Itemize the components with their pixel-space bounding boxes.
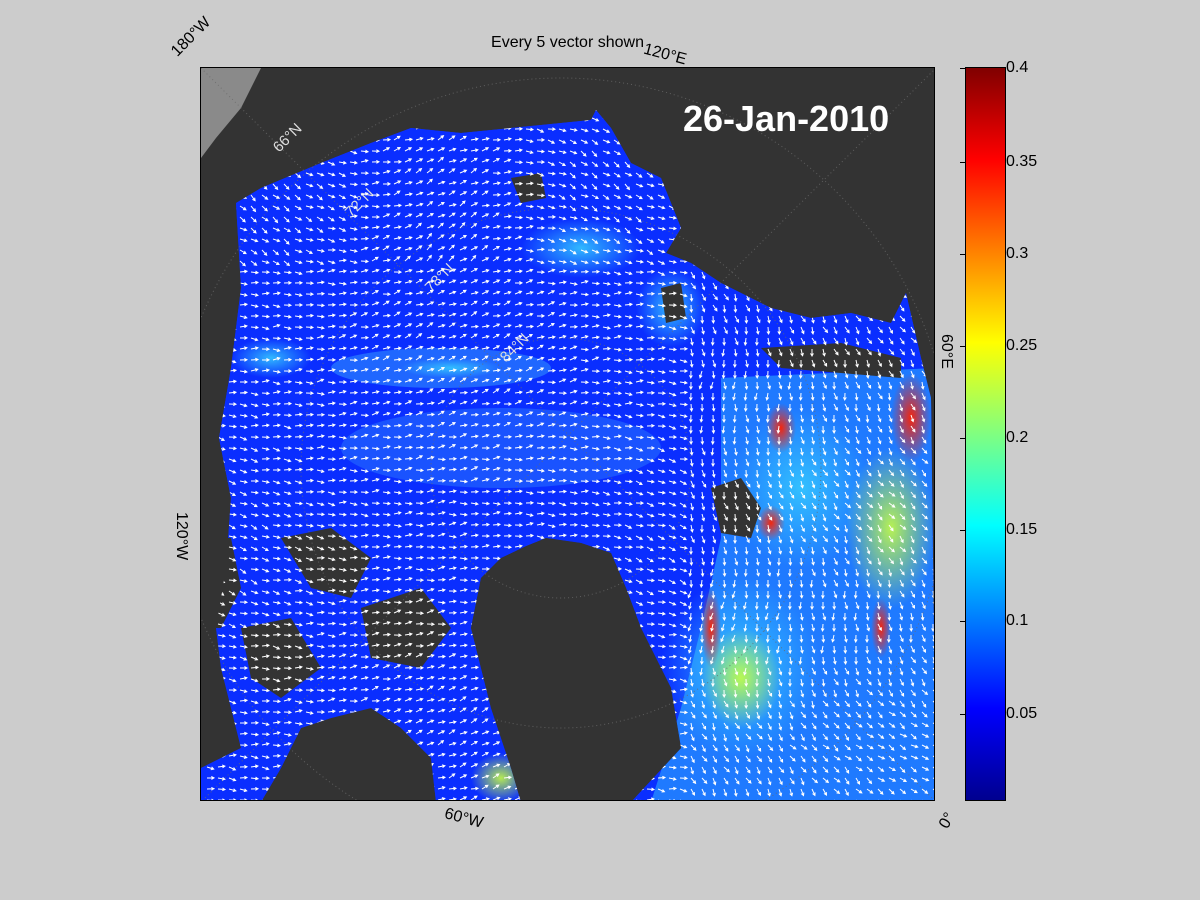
colorbar-tick: 0.3 [959,245,1029,262]
lon-label-60w: 60°W [442,805,485,832]
colorbar-ticks: 0.4 0.35 0.3 0.25 0.2 0.15 0.1 0.05 [959,59,1086,801]
colorbar-tick: 0.35 [959,153,1038,170]
colorbar-tick: 0.25 [959,337,1038,354]
colorbar-tick: 0.4 [959,59,1029,76]
lon-label-180w: 180°W [168,13,215,61]
lon-label-0: 0° [936,809,959,832]
colorbar-tick: 0.15 [959,521,1038,538]
date-stamp: 26-Jan-2010 [683,98,890,139]
map-title: Every 5 vector shown [491,34,644,51]
map-canvas: 66°N 72°N 78°N 84°N [201,68,934,800]
lon-label-120w: 120°W [173,512,190,561]
lon-label-60e: 60°E [938,334,955,369]
colorbar [965,67,1006,801]
sea-ice-map: 66°N 72°N 78°N 84°N [200,67,935,801]
colorbar-tick: 0.2 [959,429,1029,446]
colorbar-tick: 0.1 [959,612,1029,629]
colorbar-tick: 0.05 [959,705,1038,722]
